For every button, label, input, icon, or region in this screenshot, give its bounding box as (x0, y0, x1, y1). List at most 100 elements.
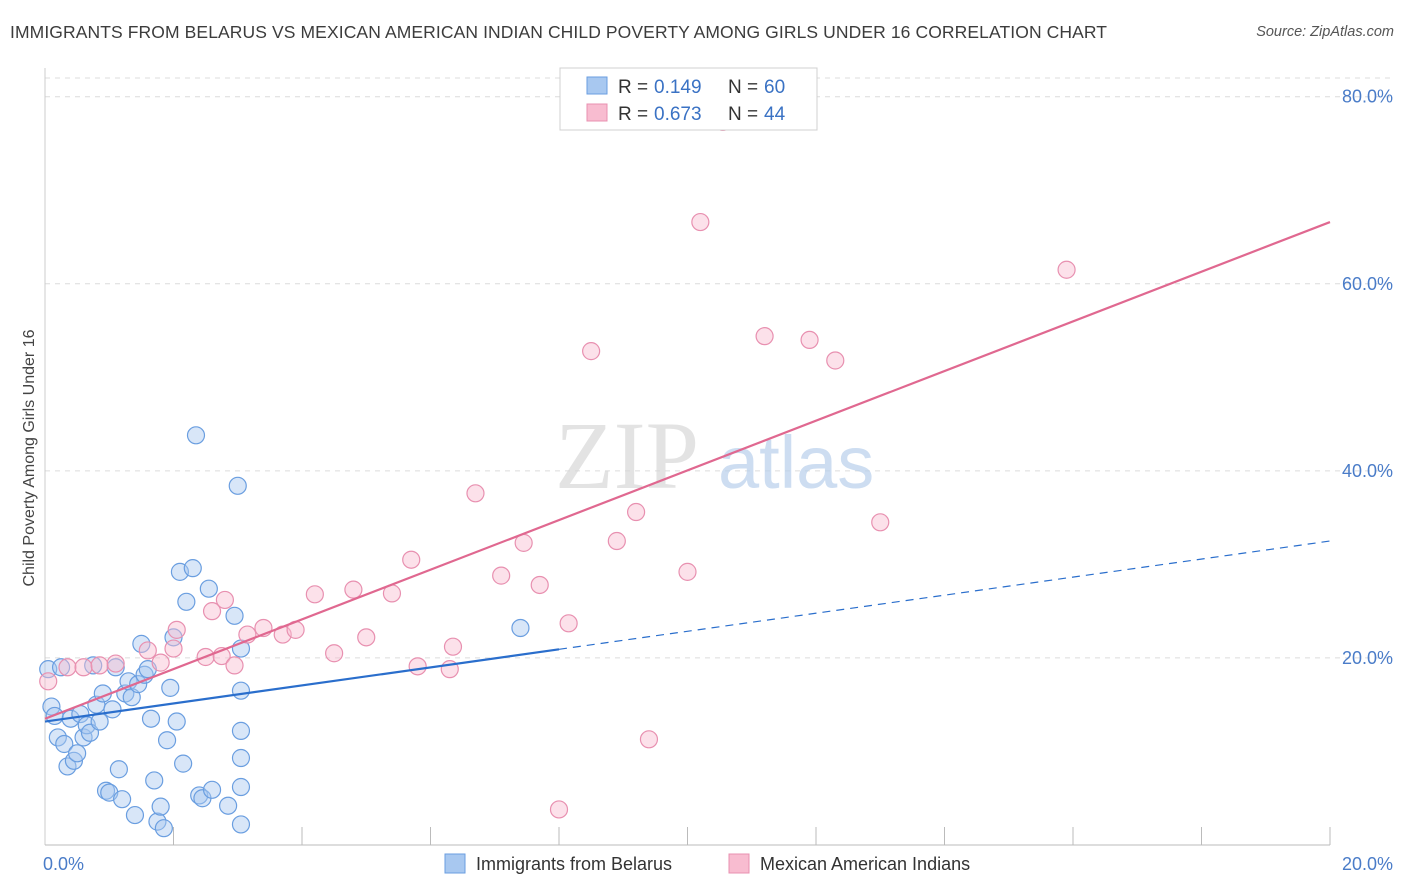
belarus-point (231, 681, 251, 700)
mexican-american-indian-point (626, 502, 646, 522)
belarus-point (112, 790, 132, 809)
stats-legend: R = 0.149 N = 60 R = 0.673 N = 44 (559, 67, 818, 131)
belarus-point (148, 812, 167, 831)
belarus-point (96, 781, 116, 800)
mexican-american-indian-point (408, 657, 427, 676)
mexican-american-indian-point (39, 672, 58, 691)
mexican-american-indian-point (202, 602, 222, 621)
chart-title: IMMIGRANTS FROM BELARUS VS MEXICAN AMERI… (10, 22, 1108, 42)
belarus-point (154, 819, 173, 838)
belarus-point (199, 579, 218, 598)
mexican-american-indian-point (582, 342, 601, 361)
legend-r-label-2: R = (618, 104, 648, 125)
mexican-american-indian-point (466, 484, 485, 503)
belarus-point (231, 815, 251, 834)
x-tick-label-min: 0.0% (43, 854, 84, 874)
mexican-american-indian-point (559, 614, 578, 633)
belarus-trend-extension (558, 540, 1331, 650)
mexican-american-indian-point (800, 330, 819, 350)
legend-n-label-2: N = (728, 104, 758, 125)
series-legend: Immigrants from Belarus Mexican American… (444, 853, 970, 874)
belarus-point (231, 721, 251, 740)
mexican-american-indian-point (678, 562, 697, 581)
legend-n-value-1: 60 (764, 77, 785, 98)
mexican-american-indian-point (151, 653, 170, 672)
y-tick-label: 80.0% (1342, 87, 1393, 107)
belarus-trend-line (44, 648, 560, 723)
mexican-american-indian-point (492, 566, 511, 585)
belarus-point (129, 675, 148, 694)
watermark-atlas: atlas (718, 421, 874, 504)
belarus-point (225, 606, 244, 625)
mexican-american-indian-point (639, 730, 659, 749)
belarus-point (55, 734, 74, 754)
series-mexican-american-indian-points (39, 112, 1076, 819)
mexican-american-indian-point (755, 327, 774, 346)
belarus-point (177, 592, 196, 611)
belarus-point (174, 754, 193, 773)
y-tick-label: 20.0% (1342, 648, 1393, 668)
belarus-point (145, 771, 164, 790)
y-tick-label: 40.0% (1342, 461, 1393, 481)
mexican-american-indian-point (164, 639, 183, 658)
belarus-point (231, 748, 251, 768)
mexican-american-indian-point (607, 531, 626, 551)
belarus-point (48, 728, 67, 747)
belarus-point (68, 744, 87, 763)
legend-n-label-1: N = (728, 77, 758, 98)
y-tick-label: 60.0% (1342, 274, 1393, 294)
legend-swatch-blue (586, 76, 608, 95)
watermark-zip: ZIP (555, 402, 699, 509)
belarus-point (125, 805, 145, 825)
legend-r-value-2: 0.673 (654, 104, 702, 125)
bottom-legend-label-belarus: Immigrants from Belarus (476, 854, 672, 874)
bottom-legend-label-mexican: Mexican American Indians (760, 854, 970, 874)
chart-source: Source: ZipAtlas.com (1256, 24, 1394, 40)
mexican-american-indian-point (325, 644, 344, 663)
mexican-american-indian-point (74, 658, 93, 677)
belarus-point (161, 678, 180, 697)
mexican-american-indian-point (305, 585, 324, 604)
y-axis-label: Child Poverty Among Girls Under 16 (21, 329, 38, 586)
mexican-american-indian-trend-line (44, 221, 1331, 720)
mexican-american-indian-point (357, 628, 376, 647)
belarus-point (202, 780, 222, 799)
belarus-point (511, 618, 530, 638)
belarus-point (167, 712, 186, 731)
belarus-point (186, 426, 206, 445)
bottom-legend-swatch-blue (444, 853, 466, 874)
belarus-point (51, 658, 71, 677)
grid-lines (45, 77, 1392, 659)
mexican-american-indian-point (826, 351, 845, 370)
belarus-point (183, 559, 202, 578)
belarus-point (141, 709, 161, 728)
belarus-point (122, 688, 141, 707)
mexican-american-indian-point (549, 800, 569, 819)
mexican-american-indian-point (691, 212, 710, 232)
legend-swatch-pink (586, 103, 608, 122)
mexican-american-indian-point (402, 550, 421, 569)
belarus-point (228, 476, 247, 495)
series-belarus-points (39, 426, 530, 838)
trend-lines (44, 221, 1331, 723)
mexican-american-indian-point (138, 641, 157, 660)
legend-r-label-1: R = (618, 77, 648, 98)
axes: 20.0% 40.0% 60.0% 80.0% 0.0% 20.0% (43, 68, 1393, 874)
mexican-american-indian-point (167, 620, 186, 639)
bottom-legend-swatch-pink (728, 853, 750, 874)
mexican-american-indian-point (871, 513, 890, 532)
legend-n-value-2: 44 (764, 104, 786, 125)
belarus-point (219, 796, 238, 815)
mexican-american-indian-point (90, 656, 109, 675)
mexican-american-indian-point (215, 590, 234, 610)
mexican-american-indian-point (225, 656, 244, 675)
mexican-american-indian-point (58, 658, 77, 677)
x-tick-label-max: 20.0% (1342, 854, 1393, 874)
legend-r-value-1: 0.149 (654, 77, 702, 98)
belarus-point (103, 700, 122, 719)
belarus-point (109, 760, 128, 779)
mexican-american-indian-point (530, 575, 549, 595)
belarus-point (231, 777, 251, 797)
belarus-point (151, 797, 170, 816)
